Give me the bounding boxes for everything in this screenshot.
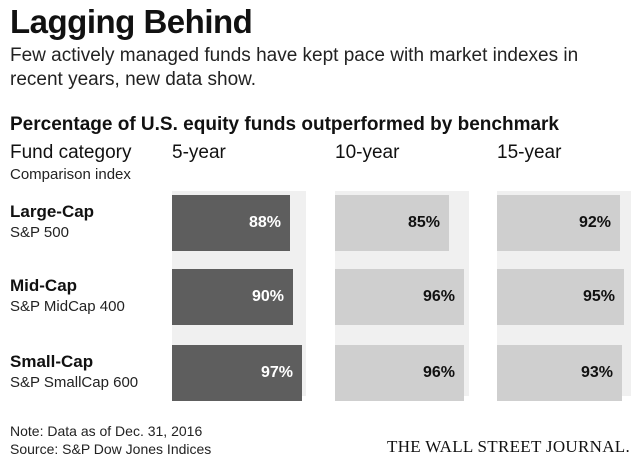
bar-10-year-large-cap <box>335 195 449 251</box>
bar-value-label: 93% <box>580 364 613 381</box>
column-header-fund-category: Fund category <box>10 142 132 163</box>
bar-value-label: 88% <box>248 214 281 231</box>
bar-5-year-large-cap <box>172 195 290 251</box>
chart-subtitle: Few actively managed funds have kept pac… <box>10 45 579 90</box>
bar-10-year-small-cap <box>335 345 464 401</box>
chart-heading: Percentage of U.S. equity funds outperfo… <box>10 114 559 135</box>
bar-10-year-mid-cap <box>335 269 464 325</box>
bar-value-label: 85% <box>407 214 440 231</box>
bar-15-year-small-cap <box>497 345 622 401</box>
bar-value-label: 90% <box>251 288 284 305</box>
bar-5-year-mid-cap <box>172 269 293 325</box>
bar-value-label: 96% <box>422 364 455 381</box>
bar-value-label: 96% <box>422 288 455 305</box>
bar-5-year-small-cap <box>172 345 302 401</box>
publisher-credit: THE WALL STREET JOURNAL. <box>387 437 630 456</box>
comparison-index-label: S&P MidCap 400 <box>10 298 125 315</box>
row-label-large-cap: Large-Cap S&P 500 <box>10 201 170 243</box>
fund-category-label: Large-Cap <box>10 202 95 221</box>
bar-15-year-mid-cap <box>497 269 624 325</box>
comparison-index-label: S&P SmallCap 600 <box>10 374 139 391</box>
chart-source: Source: S&P Dow Jones Indices <box>10 441 212 457</box>
row-label-small-cap: Small-Cap S&P SmallCap 600 <box>10 351 170 393</box>
bar-value-label: 92% <box>578 214 611 231</box>
column-header-comparison-index: Comparison index <box>10 166 131 183</box>
bar-15-year-large-cap <box>497 195 620 251</box>
fund-category-label: Mid-Cap <box>10 276 78 295</box>
bar-value-label: 95% <box>582 288 615 305</box>
row-label-mid-cap: Mid-Cap S&P MidCap 400 <box>10 275 170 317</box>
period-header-15-year: 15-year <box>497 142 562 163</box>
chart-note: Note: Data as of Dec. 31, 2016 <box>10 423 203 439</box>
period-header-5-year: 5-year <box>172 142 226 163</box>
chart-title: Lagging Behind <box>10 3 253 40</box>
fund-category-label: Small-Cap <box>10 352 94 371</box>
period-header-10-year: 10-year <box>335 142 400 163</box>
bar-value-label: 97% <box>260 364 293 381</box>
comparison-index-label: S&P 500 <box>10 224 69 241</box>
